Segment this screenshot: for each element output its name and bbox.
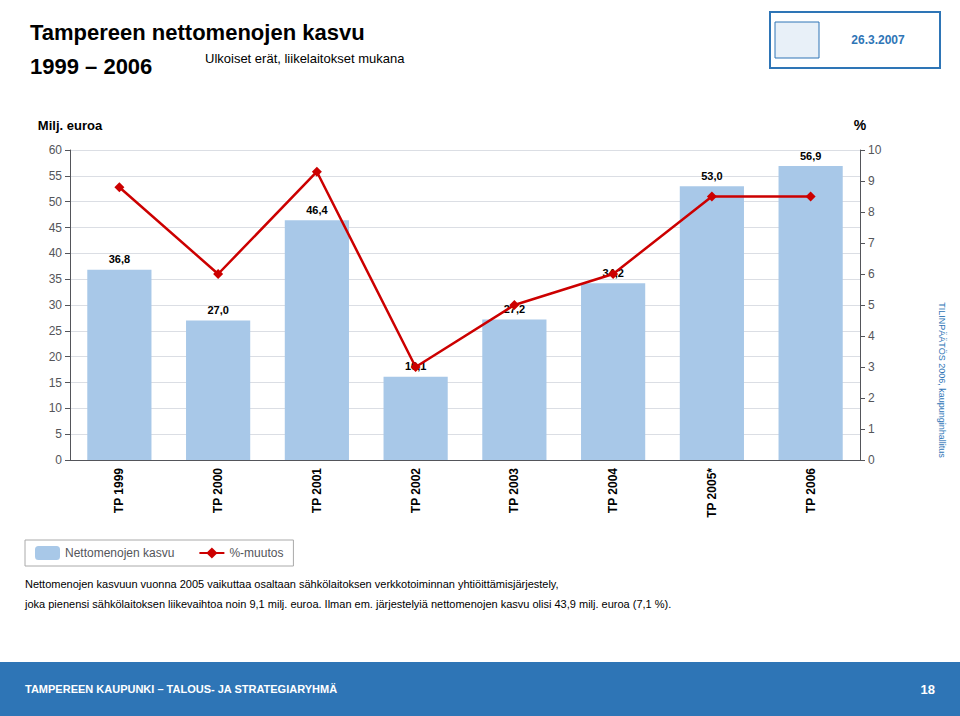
svg-text:0: 0 bbox=[55, 453, 62, 467]
svg-text:Tampereen nettomenojen kasvu: Tampereen nettomenojen kasvu bbox=[30, 20, 365, 45]
svg-text:10: 10 bbox=[49, 401, 63, 415]
svg-text:Nettomenojen kasvu: Nettomenojen kasvu bbox=[65, 546, 174, 560]
svg-text:Ulkoiset erät, liikelaitokset: Ulkoiset erät, liikelaitokset mukana bbox=[205, 51, 405, 66]
svg-text:1: 1 bbox=[868, 422, 875, 436]
svg-text:20: 20 bbox=[49, 350, 63, 364]
svg-text:18: 18 bbox=[921, 682, 935, 697]
svg-text:TP 2001: TP 2001 bbox=[310, 468, 324, 513]
svg-text:35: 35 bbox=[49, 272, 63, 286]
svg-text:TP 2000: TP 2000 bbox=[211, 468, 225, 513]
svg-text:TP 2005*: TP 2005* bbox=[705, 468, 719, 518]
svg-text:16,1: 16,1 bbox=[404, 360, 427, 373]
svg-text:26.3.2007: 26.3.2007 bbox=[851, 33, 905, 47]
svg-text:5: 5 bbox=[55, 427, 62, 441]
svg-text:TAMPEREEN KAUPUNKI – TALOUS- J: TAMPEREEN KAUPUNKI – TALOUS- JA STRATEGI… bbox=[25, 683, 337, 695]
svg-text:TP 2004: TP 2004 bbox=[606, 468, 620, 513]
svg-text:0: 0 bbox=[868, 453, 875, 467]
svg-text:45: 45 bbox=[49, 221, 63, 235]
svg-text:30: 30 bbox=[49, 298, 63, 312]
svg-text:TP 1999: TP 1999 bbox=[112, 468, 126, 513]
svg-text:25: 25 bbox=[49, 324, 63, 338]
svg-text:56,9: 56,9 bbox=[800, 150, 821, 162]
svg-text:40: 40 bbox=[49, 246, 63, 260]
svg-text:1999 – 2006: 1999 – 2006 bbox=[30, 54, 152, 79]
svg-text:9: 9 bbox=[868, 174, 875, 188]
svg-text:15: 15 bbox=[49, 376, 63, 390]
svg-text:TILINPÄÄTÖS 2006, kaupunginhal: TILINPÄÄTÖS 2006, kaupunginhallitus bbox=[937, 302, 947, 458]
svg-text:TP 2002: TP 2002 bbox=[409, 468, 423, 513]
svg-text:60: 60 bbox=[49, 143, 63, 157]
svg-text:50: 50 bbox=[49, 195, 63, 209]
svg-text:34,2: 34,2 bbox=[602, 266, 624, 279]
svg-text:27,2: 27,2 bbox=[503, 303, 526, 315]
svg-text:55: 55 bbox=[49, 169, 63, 183]
svg-text:53,0: 53,0 bbox=[701, 170, 722, 182]
svg-text:joka pienensi sähkölaitoksen l: joka pienensi sähkölaitoksen liikevaihto… bbox=[24, 598, 671, 610]
svg-text:6: 6 bbox=[868, 267, 875, 281]
svg-text:Nettomenojen kasvuun vuonna 20: Nettomenojen kasvuun vuonna 2005 vaikutt… bbox=[25, 578, 559, 590]
svg-text:7: 7 bbox=[868, 236, 875, 250]
svg-text:TP 2006: TP 2006 bbox=[804, 468, 818, 513]
svg-text:4: 4 bbox=[868, 329, 875, 343]
svg-text:%: % bbox=[854, 117, 867, 133]
svg-text:Milj. euroa: Milj. euroa bbox=[38, 118, 103, 133]
svg-text:3: 3 bbox=[868, 360, 875, 374]
svg-text:8: 8 bbox=[868, 205, 875, 219]
svg-text:36,8: 36,8 bbox=[109, 253, 130, 265]
svg-text:46,4: 46,4 bbox=[306, 204, 328, 216]
svg-text:TP 2003: TP 2003 bbox=[507, 468, 521, 513]
svg-text:5: 5 bbox=[868, 298, 875, 312]
svg-text:27,0: 27,0 bbox=[207, 304, 228, 316]
svg-text:2: 2 bbox=[868, 391, 875, 405]
svg-text:10: 10 bbox=[868, 143, 882, 157]
svg-text:%-muutos: %-muutos bbox=[229, 546, 283, 560]
